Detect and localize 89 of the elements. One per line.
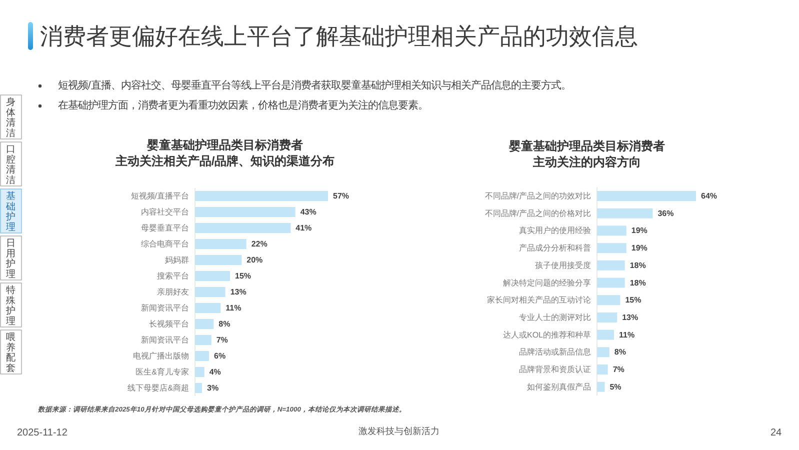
text: 喂养配套 xyxy=(6,332,16,374)
y-tick-label: 电视广播出版物 xyxy=(133,352,189,360)
bar xyxy=(195,303,221,313)
bar xyxy=(597,226,626,236)
bar xyxy=(195,287,226,297)
bar xyxy=(597,278,625,288)
y-tick-label: 达人或KOL的推荐和种草 xyxy=(502,330,591,340)
data-label: 15% xyxy=(235,272,252,280)
text: 口腔清洁 xyxy=(6,144,16,186)
text: 激发科技与创新活力 xyxy=(358,426,440,436)
y-tick-label: 真实用户的使用经验 xyxy=(519,226,591,236)
bar xyxy=(195,255,242,265)
data-label: 18% xyxy=(630,278,646,288)
data-label: 19% xyxy=(631,226,648,236)
y-tick-label: 品牌背景和资质认证 xyxy=(519,365,591,374)
data-label: 8% xyxy=(614,348,626,357)
y-tick-label: 新闻资讯平台 xyxy=(141,336,189,344)
y-tick-label: 亲朋好友 xyxy=(157,288,189,296)
text: 消费者更偏好在线上平台了解基础护理相关产品的功效信息 xyxy=(40,23,638,49)
data-label: 7% xyxy=(216,336,228,344)
data-label: 64% xyxy=(701,192,718,200)
text: 日用护理 xyxy=(5,238,16,280)
y-tick-label: 解决特定问题的经验分享 xyxy=(503,278,591,288)
data-label: 20% xyxy=(246,256,263,264)
y-tick-label: 新闻资讯平台 xyxy=(141,304,189,312)
bar xyxy=(195,207,296,217)
data-label: 4% xyxy=(209,368,221,376)
data-label: 3% xyxy=(207,384,219,392)
bar xyxy=(195,335,212,345)
data-label: 19% xyxy=(631,244,648,253)
data-label: 57% xyxy=(333,192,350,200)
text: 短视频/直播、内容社交、母婴垂直平台等线上平台是消费者获取婴童基础护理相关知识与相关产品信息的主要方式。 xyxy=(58,80,571,92)
data-label: 13% xyxy=(622,312,638,322)
text: 特殊护理 xyxy=(5,284,16,326)
bar xyxy=(597,295,620,306)
bar xyxy=(195,319,214,329)
data-label: 5% xyxy=(610,382,622,392)
data-label: 13% xyxy=(230,288,246,296)
data-label: 6% xyxy=(214,352,226,360)
data-label: 22% xyxy=(251,240,268,248)
bar xyxy=(597,382,605,392)
y-tick-label: 如何鉴别真假产品 xyxy=(527,382,591,392)
bar xyxy=(597,243,626,254)
y-tick-label: 线下母婴店&商超 xyxy=(128,384,189,392)
bar xyxy=(195,271,230,281)
y-tick-label: 内容社交平台 xyxy=(141,208,189,216)
bar xyxy=(597,312,618,322)
text: 在基础护理方面，消费者更为看重功效因素，价格也是消费者更为关注的信息要素。 xyxy=(58,100,428,112)
y-tick-label: 母婴垂直平台 xyxy=(141,224,189,232)
y-tick-label: 不同品牌/产品之间的价格对比 xyxy=(484,208,591,218)
bar xyxy=(597,330,614,340)
y-tick-label: 短视频/直播平台 xyxy=(130,192,189,200)
y-tick-label: 产品成分分析和科普 xyxy=(519,244,591,253)
y-tick-label: 医生&育儿专家 xyxy=(136,368,189,376)
bar xyxy=(195,367,204,377)
data-label: 11% xyxy=(226,304,242,312)
text: 身体清洁 xyxy=(6,96,16,138)
y-tick-label: 不同品牌/产品之间的功效对比 xyxy=(484,192,591,200)
y-tick-label: 妈妈群 xyxy=(165,256,189,264)
y-tick-label: 家长间对相关产品的互动讨论 xyxy=(487,296,591,305)
bar xyxy=(597,208,653,218)
text: 基础护理 xyxy=(5,190,16,232)
y-tick-label: 搜索平台 xyxy=(157,272,189,280)
data-label: 11% xyxy=(619,330,635,340)
data-label: 41% xyxy=(296,224,312,232)
text: 24 xyxy=(770,428,782,438)
text: 2025-11-12 xyxy=(17,428,68,438)
y-tick-label: 孩子使用接受度 xyxy=(535,260,591,270)
data-label: 36% xyxy=(658,208,674,218)
chart-title: 婴童基础护理品类目标消费者主动关注相关产品/品牌、知识的渠道分布 xyxy=(114,138,335,168)
bar xyxy=(597,364,608,374)
data-label: 18% xyxy=(630,260,646,270)
bar xyxy=(195,383,202,393)
chart-title: 婴童基础护理品类目标消费者主动关注的内容方向 xyxy=(508,139,665,169)
y-tick-label: 品牌活动或新品信息 xyxy=(519,348,591,357)
data-label: 8% xyxy=(218,320,230,328)
bar xyxy=(195,223,291,233)
y-tick-label: 长视频平台 xyxy=(149,320,189,328)
bar xyxy=(195,191,328,201)
bar xyxy=(597,347,610,358)
bar xyxy=(597,260,625,270)
y-tick-label: 专业人士的测评对比 xyxy=(519,312,591,322)
y-tick-label: 综合电商平台 xyxy=(141,240,189,248)
bar xyxy=(195,239,246,249)
bar xyxy=(597,191,696,201)
data-label: 7% xyxy=(612,365,624,374)
data-label: 15% xyxy=(625,296,642,305)
data-label: 43% xyxy=(300,208,316,216)
bar xyxy=(195,351,209,361)
